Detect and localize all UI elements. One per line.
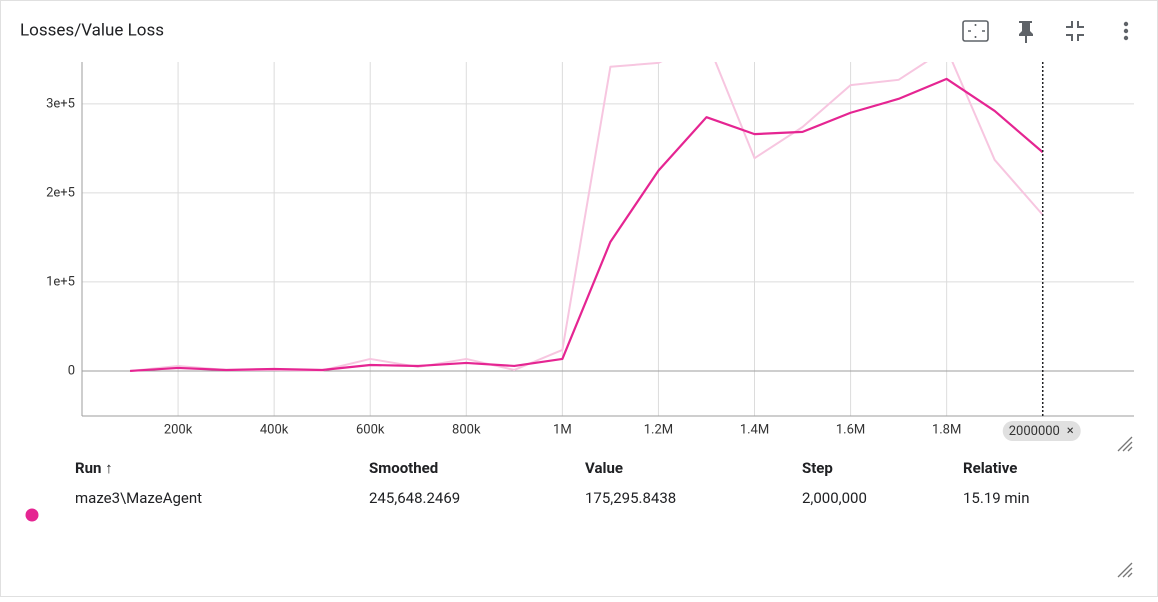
pin-button[interactable] [1019, 21, 1033, 43]
x-tick-label: 1.2M [644, 422, 673, 437]
table-cell: 15.19 min [963, 489, 1029, 507]
y-tick-label: 3e+5 [46, 96, 75, 111]
table-cell: 245,648.2469 [369, 489, 460, 507]
x-tick-label: 1M [553, 422, 572, 437]
hover-chip-close: × [1067, 423, 1074, 438]
hover-chip-label: 2000000 [1009, 424, 1060, 439]
x-tick-label: 800k [452, 422, 481, 437]
y-tick-label: 1e+5 [46, 274, 75, 289]
plot: 200k 400k 600k 800k 1M 1.2M 1.4M 1.6M 1.8M 0 1e+5 2… [46, 62, 1134, 441]
y-tick-label: 0 [68, 363, 75, 378]
x-tick-label: 1.4M [740, 422, 769, 437]
table-cell: 175,295.8438 [585, 489, 676, 507]
column-header: Run ↑ [75, 459, 113, 477]
x-tick-label: 400k [260, 422, 289, 437]
column-header: Relative [963, 459, 1017, 477]
column-header: Step [802, 459, 833, 477]
column-header: Smoothed [369, 459, 438, 477]
fit-button[interactable] [962, 20, 989, 42]
y-tick-label: 2e+5 [46, 185, 75, 200]
table-cell: maze3\MazeAgent [75, 489, 202, 507]
x-tick-label: 200k [164, 422, 193, 437]
collapse-button[interactable] [1066, 21, 1084, 41]
more-button[interactable] [1123, 21, 1129, 41]
table-cell: 2,000,000 [802, 489, 867, 507]
card-title: Losses/Value Loss [20, 20, 164, 40]
x-tick-label: 1.6M [836, 422, 865, 437]
series-line [129, 77, 1044, 373]
run-color-dot [25, 508, 39, 522]
hover-chip [1002, 421, 1081, 441]
x-tick-label: 600k [356, 422, 385, 437]
resize-handle[interactable] [1117, 436, 1133, 452]
data-table: Run ↑ Smoothed Value Step Relative maze3\Maze… [25, 459, 1029, 522]
x-tick-label: 1.8M [932, 422, 961, 437]
column-header: Value [585, 459, 623, 477]
resize-handle[interactable] [1117, 562, 1133, 578]
